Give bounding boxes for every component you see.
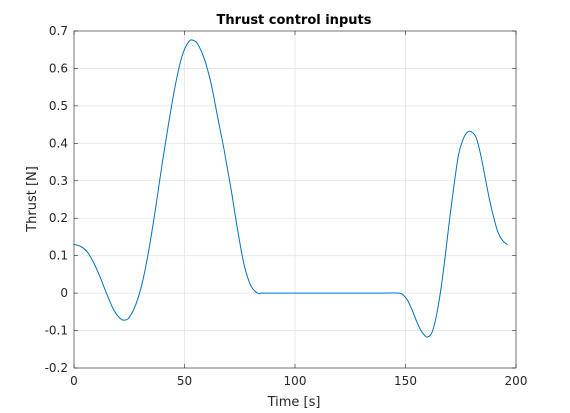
x-axis-label: Time [s] <box>267 395 321 410</box>
chart-title: Thrust control inputs <box>217 13 372 28</box>
y-tick-label: -0.2 <box>45 361 68 375</box>
y-tick-label: -0.1 <box>45 324 68 338</box>
tick-label-layer: 0 50 100 150 200 -0.2 -0.1 0 0.1 0.2 0.3 0.4 0.5 0.6 0… <box>45 24 528 388</box>
thrust-series-line <box>73 39 508 338</box>
x-tick-label: 100 <box>284 374 307 388</box>
plot-frame <box>73 30 517 369</box>
series-layer <box>73 39 508 338</box>
y-tick-label: 0.4 <box>49 136 68 150</box>
x-tick-label: 150 <box>394 374 417 388</box>
y-tick-label: 0.1 <box>49 249 68 263</box>
y-tick-label: 0.6 <box>49 61 68 75</box>
x-tick-label: 200 <box>505 374 528 388</box>
x-tick-label: 50 <box>177 374 192 388</box>
y-axis-label: Thrust [N] <box>25 166 40 233</box>
y-tick-label: 0.7 <box>49 24 68 38</box>
y-tick-label: 0.3 <box>49 174 68 188</box>
x-tick-label: 0 <box>70 374 78 388</box>
y-tick-label: 0.2 <box>49 211 68 225</box>
y-tick-label: 0 <box>60 286 68 300</box>
y-tick-label: 0.5 <box>49 99 68 113</box>
